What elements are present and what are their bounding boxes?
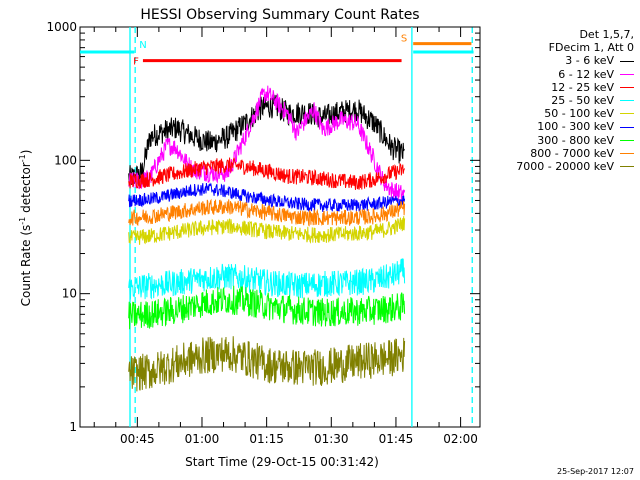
- legend-entry-label: 3 - 6 keV: [565, 54, 614, 68]
- x-tick-label: 00:45: [120, 432, 155, 446]
- y-tick-label: 1: [69, 420, 77, 434]
- y-axis-label-main: Count Rate (s: [19, 225, 33, 307]
- legend-entry-swatch: [620, 166, 634, 168]
- legend: Det 1,5,7, FDecim 1, Att 0 3 - 6 keV 6 - …: [484, 28, 634, 173]
- legend-entry-swatch: [620, 60, 634, 62]
- y-axis-label-mid: detector: [19, 162, 33, 217]
- night-marker-label: N: [139, 40, 146, 51]
- legend-entry-swatch: [620, 100, 634, 102]
- legend-entry: 7000 - 20000 keV: [484, 160, 634, 173]
- generation-timestamp: 25-Sep-2017 12:07: [557, 467, 634, 476]
- series-line: [128, 216, 406, 245]
- legend-entry-swatch: [620, 139, 634, 141]
- legend-entry: 50 - 100 keV: [484, 107, 634, 120]
- legend-entry-label: 50 - 100 keV: [544, 107, 614, 121]
- attenuator-marker-label: F: [133, 57, 139, 68]
- y-axis-label-end: ): [19, 150, 33, 155]
- legend-entry-label: 100 - 300 keV: [537, 120, 614, 134]
- y-tick-label: 1000: [46, 20, 77, 34]
- series-line: [128, 85, 406, 201]
- plot-frame: [79, 26, 481, 428]
- legend-entry: 3 - 6 keV: [484, 54, 634, 67]
- legend-entry-swatch: [620, 73, 634, 75]
- y-axis-label-exp1: -1: [18, 217, 27, 225]
- legend-entry-swatch: [620, 113, 634, 115]
- x-tick-label: 01:30: [314, 432, 349, 446]
- series-line: [128, 198, 406, 227]
- series-line: [128, 336, 406, 392]
- series-line: [128, 157, 406, 190]
- legend-header-detectors: Det 1,5,7,: [579, 28, 634, 41]
- x-axis-label: Start Time (29-Oct-15 00:31:42): [185, 455, 379, 469]
- legend-entry-label: 6 - 12 keV: [558, 67, 614, 81]
- legend-entry: 6 - 12 keV: [484, 68, 634, 81]
- legend-entry-label: 25 - 50 keV: [551, 94, 614, 108]
- legend-entry-swatch: [620, 126, 634, 128]
- legend-entry: 300 - 800 keV: [484, 134, 634, 147]
- y-tick-label: 100: [54, 153, 77, 167]
- legend-entry-label: 300 - 800 keV: [537, 133, 614, 147]
- chart-title: HESSI Observing Summary Count Rates: [140, 7, 419, 23]
- series-line: [128, 258, 406, 301]
- series-line: [128, 182, 406, 212]
- x-tick-label: 01:45: [379, 432, 414, 446]
- y-axis-label: Count Rate (s-1 detector-1): [18, 150, 33, 307]
- legend-entry-swatch: [620, 152, 634, 154]
- x-axis: 00:45 01:00 01:15 01:30 01:45 02:00: [93, 27, 478, 446]
- series-line: [128, 285, 406, 330]
- legend-entry: 100 - 300 keV: [484, 120, 634, 133]
- legend-entry-label: 12 - 25 keV: [551, 80, 614, 94]
- x-tick-label: 01:00: [185, 432, 220, 446]
- y-axis-label-exp2: -1: [18, 154, 27, 162]
- legend-entry-label: 800 - 7000 keV: [530, 146, 614, 160]
- legend-entry: 12 - 25 keV: [484, 81, 634, 94]
- x-tick-label: 01:15: [249, 432, 284, 446]
- plot-area: NF S: [79, 26, 481, 428]
- legend-entry: 25 - 50 keV: [484, 94, 634, 107]
- legend-entry-swatch: [620, 86, 634, 88]
- series-line: [128, 94, 405, 185]
- legend-entry: 800 - 7000 keV: [484, 147, 634, 160]
- legend-header-decimation: FDecim 1, Att 0: [548, 41, 634, 55]
- y-tick-label: 10: [62, 287, 77, 301]
- x-tick-label: 02:00: [443, 432, 478, 446]
- legend-entry-label: 7000 - 20000 keV: [516, 160, 614, 174]
- legend-rows: 3 - 6 keV 6 - 12 keV 12 - 25 keV 25 - 50 ke…: [484, 54, 634, 173]
- y-axis: 1 10 100 1000: [46, 20, 480, 434]
- attenuator-marker-label: S: [401, 34, 407, 45]
